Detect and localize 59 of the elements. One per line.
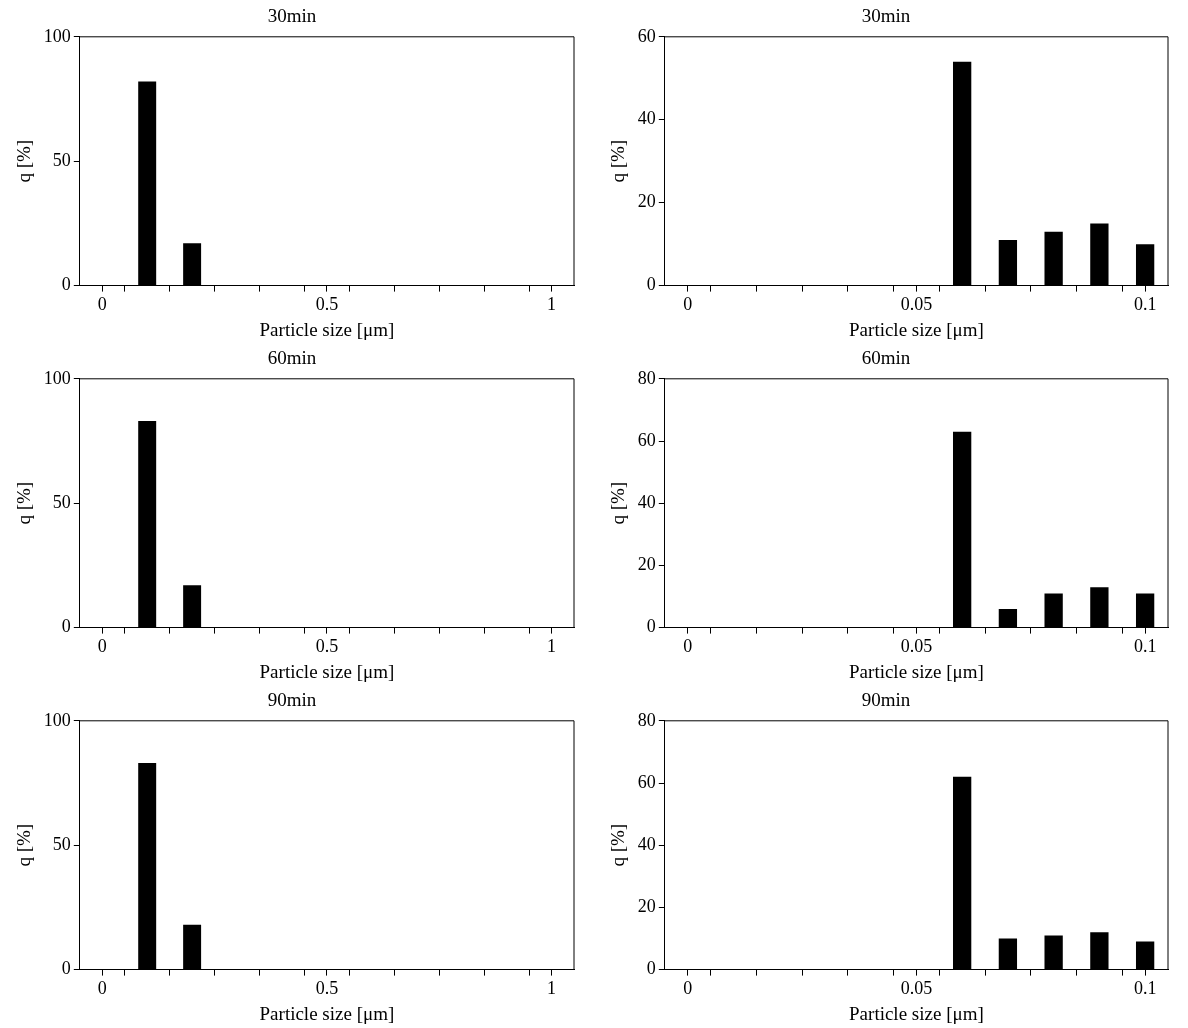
y-tick-label: 0 — [646, 616, 656, 637]
y-tick-label: 60 — [637, 771, 656, 792]
y-axis-title: q [%] — [13, 823, 35, 867]
x-tick-label: 1 — [547, 636, 557, 657]
y-tick-label: 80 — [637, 367, 656, 388]
y-axis-title: q [%] — [607, 481, 629, 525]
x-axis-title: Particle size [μm] — [259, 660, 395, 682]
x-tick-label: 0 — [683, 636, 693, 657]
y-tick-label: 0 — [61, 616, 71, 637]
x-tick-label: 0.05 — [900, 636, 933, 657]
x-tick-label: 0.05 — [900, 294, 933, 315]
chart-title: 30min — [267, 5, 317, 27]
y-tick-label: 0 — [61, 958, 71, 979]
y-tick-label: 0 — [646, 958, 656, 979]
y-tick-label: 50 — [52, 491, 71, 512]
y-tick-label: 40 — [637, 833, 656, 854]
x-tick-label: 0 — [97, 636, 107, 657]
x-tick-label: 0 — [683, 978, 693, 999]
chart-title: 30min — [861, 5, 911, 27]
y-tick-label: 60 — [637, 25, 656, 46]
x-tick-label: 0.1 — [1133, 636, 1157, 657]
x-axis-title: Particle size [μm] — [849, 318, 984, 340]
y-axis-title: q [%] — [13, 481, 35, 525]
x-tick-label: 0.5 — [315, 978, 339, 999]
x-tick-label: 0.5 — [315, 636, 339, 657]
chart-title: 90min — [861, 689, 911, 711]
chart-title: 60min — [861, 347, 911, 369]
x-tick-label: 0.5 — [315, 294, 339, 315]
y-tick-label: 50 — [52, 149, 71, 170]
y-tick-label: 100 — [43, 25, 71, 46]
y-tick-label: 50 — [52, 833, 71, 854]
x-axis-title: Particle size [μm] — [259, 318, 395, 340]
y-tick-label: 40 — [637, 491, 656, 512]
x-tick-label: 0.05 — [900, 978, 933, 999]
x-tick-label: 1 — [547, 978, 557, 999]
y-axis-title: q [%] — [607, 823, 629, 867]
y-tick-label: 100 — [43, 709, 71, 730]
chart-title: 90min — [267, 689, 317, 711]
y-tick-label: 0 — [646, 274, 656, 295]
y-tick-label: 20 — [637, 896, 656, 917]
chart-title: 60min — [267, 347, 317, 369]
y-tick-label: 100 — [43, 367, 71, 388]
y-axis-title: q [%] — [13, 139, 35, 183]
x-axis-title: Particle size [μm] — [259, 1002, 395, 1024]
x-axis-title: Particle size [μm] — [849, 1002, 984, 1024]
x-tick-label: 1 — [547, 294, 557, 315]
x-tick-label: 0 — [683, 294, 693, 315]
x-tick-label: 0.1 — [1133, 978, 1157, 999]
y-tick-label: 80 — [637, 709, 656, 730]
x-axis-title: Particle size [μm] — [849, 660, 984, 682]
y-tick-label: 20 — [637, 191, 656, 212]
y-tick-label: 60 — [637, 429, 656, 450]
x-tick-label: 0 — [97, 978, 107, 999]
x-tick-label: 0.1 — [1133, 294, 1157, 315]
y-tick-label: 0 — [61, 274, 71, 295]
y-tick-label: 40 — [637, 108, 656, 129]
x-tick-label: 0 — [97, 294, 107, 315]
y-tick-label: 20 — [637, 554, 656, 575]
y-axis-title: q [%] — [607, 139, 629, 183]
